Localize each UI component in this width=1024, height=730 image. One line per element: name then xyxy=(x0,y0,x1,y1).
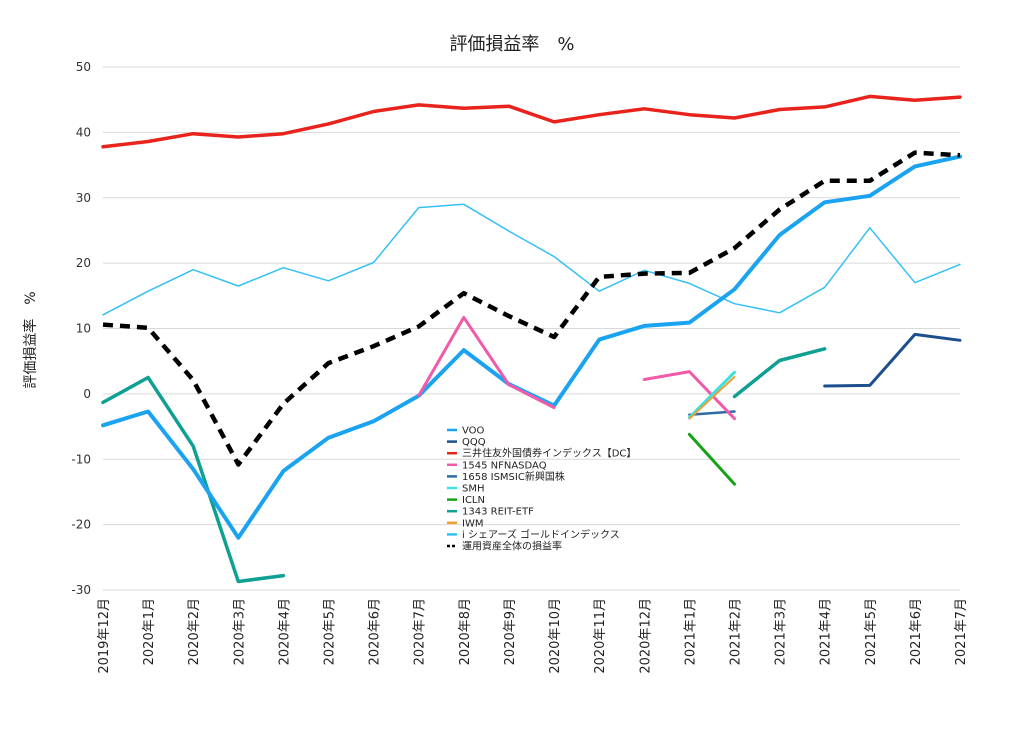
series-line-1343-reit-etf xyxy=(101,347,827,584)
x-tick-label: 2021年5月 xyxy=(864,598,879,665)
x-tick-label: 2021年6月 xyxy=(909,598,924,665)
x-tick-label: 2021年4月 xyxy=(819,598,834,665)
chart-title: 評価損益率 % xyxy=(449,34,575,55)
x-tick-label: 2020年7月 xyxy=(413,598,428,665)
y-tick-label: -20 xyxy=(71,518,91,532)
legend-entry-label: 運用資産全体の損益率 xyxy=(462,540,562,553)
x-tick-label: 2020年8月 xyxy=(458,598,473,665)
series-line-icln xyxy=(687,432,736,486)
grid-layer xyxy=(103,66,960,591)
legend-entry-label: VOO xyxy=(462,426,485,437)
y-tick-label: 40 xyxy=(76,125,91,139)
series-layer xyxy=(101,94,962,584)
legend-entry-label: QQQ xyxy=(462,437,486,448)
series-line-i xyxy=(102,203,961,316)
x-tick-label: 2020年9月 xyxy=(503,598,518,665)
x-tick-label: 2020年10月 xyxy=(548,598,563,674)
x-tick-label: 2020年11月 xyxy=(593,598,608,674)
y-tick-label: -30 xyxy=(71,583,91,597)
series-line-iwm xyxy=(688,375,736,420)
series-line-smh xyxy=(687,370,736,419)
x-tick-label: 2020年1月 xyxy=(142,598,157,665)
x-tick-label: 2020年3月 xyxy=(232,598,247,665)
y-tick-labels: 50 40 30 20 10 0 -10 -20 -30 xyxy=(71,60,91,597)
legend-entry-label: SMH xyxy=(462,484,485,495)
y-tick-label: -10 xyxy=(71,452,91,466)
legend-entry-label: 1343 REIT-ETF xyxy=(462,507,534,518)
x-tick-label: 2020年4月 xyxy=(277,598,292,665)
y-tick-label: 20 xyxy=(76,256,91,270)
x-tick-label: 2021年3月 xyxy=(774,598,789,665)
x-tick-labels: 2019年12月 2020年1月 2020年2月 2020年3月 2020年4月 2020… xyxy=(97,598,969,674)
series-line-dc xyxy=(101,94,962,149)
x-tick-label: 2019年12月 xyxy=(97,598,112,674)
x-tick-label: 2020年2月 xyxy=(187,598,202,665)
series-line-series-10 xyxy=(102,150,961,467)
legend-entry-label: 1658 ISMSIC新興国株 xyxy=(462,470,565,483)
x-tick-label: 2020年12月 xyxy=(638,598,653,674)
y-tick-label: 10 xyxy=(76,322,91,336)
x-tick-label: 2021年1月 xyxy=(683,598,698,665)
y-tick-label: 50 xyxy=(76,60,91,74)
legend-entry-label: i シェアーズ ゴールドインデックス xyxy=(462,528,620,541)
series-line-1545-nfnasdaq xyxy=(417,315,736,421)
series-line-qqq xyxy=(823,332,962,388)
legend-entry-label: 1545 NFNASDAQ xyxy=(462,460,547,471)
legend-entry-label: 三井住友外国債券インデックス【DC】 xyxy=(462,447,636,460)
y-tick-label: 0 xyxy=(83,387,91,401)
x-tick-label: 2021年7月 xyxy=(954,598,969,665)
x-tick-label: 2020年5月 xyxy=(323,598,338,665)
x-tick-label: 2021年2月 xyxy=(728,598,743,665)
legend-entry-label: ICLN xyxy=(462,495,485,506)
legend-entry-label: IWM xyxy=(462,518,483,529)
y-tick-label: 30 xyxy=(76,191,91,205)
x-tick-label: 2020年6月 xyxy=(368,598,383,665)
